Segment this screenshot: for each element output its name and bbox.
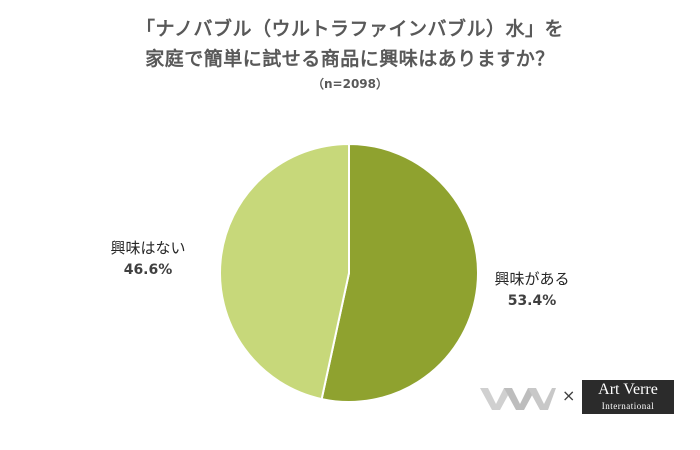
slice-label-percent: 46.6% [123, 262, 173, 278]
slice-label-percent: 53.4% [507, 293, 557, 309]
slice-label-name: 興味がある [494, 270, 570, 288]
art-verre-logo-main: Art Verre [598, 381, 658, 398]
slice-label-not-interested: 興味はない 46.6% [98, 237, 198, 281]
art-verre-logo: Art Verre International [582, 380, 674, 414]
title-line-1: 「ナノバブル（ウルトラファインバブル）水」を [135, 18, 565, 40]
times-sign: × [562, 386, 576, 405]
art-verre-logo-sub: International [601, 401, 655, 411]
chart-title: 「ナノバブル（ウルトラファインバブル）水」を 家庭で簡単に試せる商品に興味はあり… [0, 14, 700, 94]
wave-w-logo-icon [480, 388, 556, 410]
sponsor-logos: × Art Verre International [478, 378, 688, 418]
slice-label-name: 興味はない [110, 239, 186, 257]
chart-subtitle: （n=2098） [312, 77, 388, 91]
pie-slice-0 [320, 142, 479, 403]
pie-slice-1 [219, 142, 350, 401]
slice-label-interested: 興味がある 53.4% [482, 268, 582, 312]
title-line-2: 家庭で簡単に試せる商品に興味はありますか？ [145, 48, 555, 70]
